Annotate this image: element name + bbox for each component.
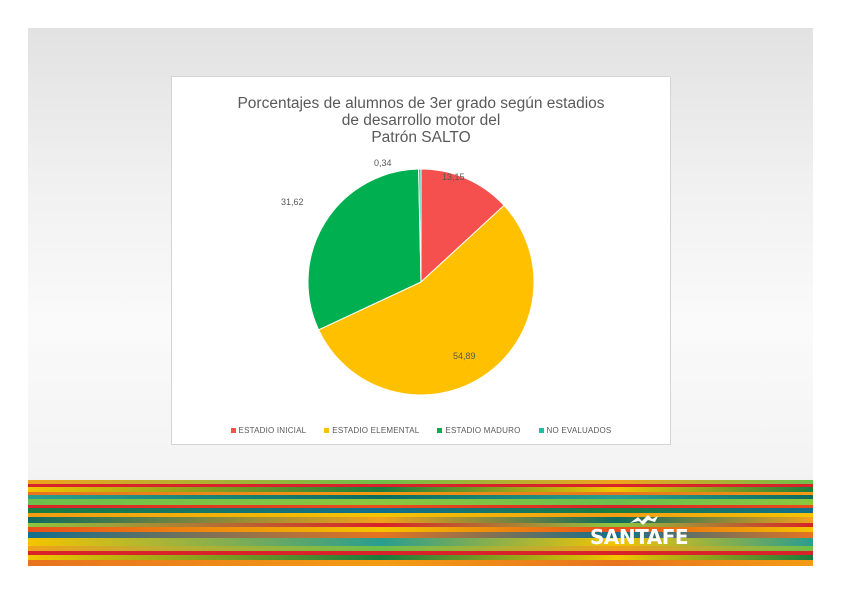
brand-stripe <box>28 546 813 551</box>
pie-slice-no-evaluados <box>418 168 422 283</box>
chart-title-line-1: Porcentajes de alumnos de 3er grado segú… <box>237 95 605 112</box>
brand-stripe <box>28 538 813 546</box>
brand-stripe <box>28 492 813 495</box>
legend-label-elemental: ESTADIO ELEMENTAL <box>332 426 420 435</box>
brand-stripe <box>28 513 813 517</box>
brand-stripe <box>28 517 813 523</box>
brand-stripe <box>28 508 813 513</box>
brand-stripe <box>28 551 813 555</box>
legend-label-maduro: ESTADIO MADURO <box>445 426 521 435</box>
brand-stripe <box>28 484 813 487</box>
chart-title: Porcentajes de alumnos de 3er grado segú… <box>172 95 670 146</box>
brand-stripe <box>28 527 813 532</box>
brand-stripe <box>28 495 813 499</box>
brand-stripe <box>28 487 813 492</box>
data-label-inicial: 13,15 <box>442 172 465 182</box>
brand-stripe <box>28 523 813 527</box>
chart-title-line-2: de desarrollo motor del <box>341 112 501 129</box>
data-label-elemental: 54,89 <box>453 351 476 361</box>
santafe-logo: SANTAFE <box>590 515 702 549</box>
brand-stripe <box>28 532 813 538</box>
brand-stripe <box>28 555 813 560</box>
legend-item-elemental: ESTADIO ELEMENTAL <box>324 426 419 435</box>
pie-slice-maduro <box>307 168 422 331</box>
pie-chart: 13,15 54,89 31,62 0,34 <box>281 158 535 396</box>
data-label-maduro: 31,62 <box>281 197 304 207</box>
brand-stripe <box>28 505 813 508</box>
legend-swatch-maduro <box>437 428 443 433</box>
legend-item-inicial: ESTADIO INICIAL <box>230 426 307 435</box>
bird-icon <box>630 515 658 525</box>
data-label-no-evaluados: 0,34 <box>374 158 392 168</box>
brand-stripe <box>28 480 813 484</box>
legend-label-no-evaluados: NO EVALUADOS <box>546 426 612 435</box>
legend-item-maduro: ESTADIO MADURO <box>437 426 520 435</box>
legend-swatch-elemental <box>324 428 330 433</box>
pie-slice-inicial <box>420 168 505 284</box>
chart-legend: ESTADIO INICIAL ESTADIO ELEMENTAL ESTADI… <box>172 426 670 435</box>
chart-title-line-3: Patrón SALTO <box>371 129 471 146</box>
brand-stripe <box>28 560 813 566</box>
legend-swatch-no-evaluados <box>538 428 544 433</box>
legend-swatch-inicial <box>230 428 236 433</box>
legend-item-no-evaluados: NO EVALUADOS <box>538 426 612 435</box>
brand-stripe <box>28 499 813 505</box>
chart-frame: Porcentajes de alumnos de 3er grado segú… <box>171 76 671 445</box>
logo-text: SANTAFE <box>590 525 689 549</box>
legend-label-inicial: ESTADIO INICIAL <box>238 426 307 435</box>
pie-slice-elemental <box>317 204 535 396</box>
brand-stripes <box>28 480 813 566</box>
